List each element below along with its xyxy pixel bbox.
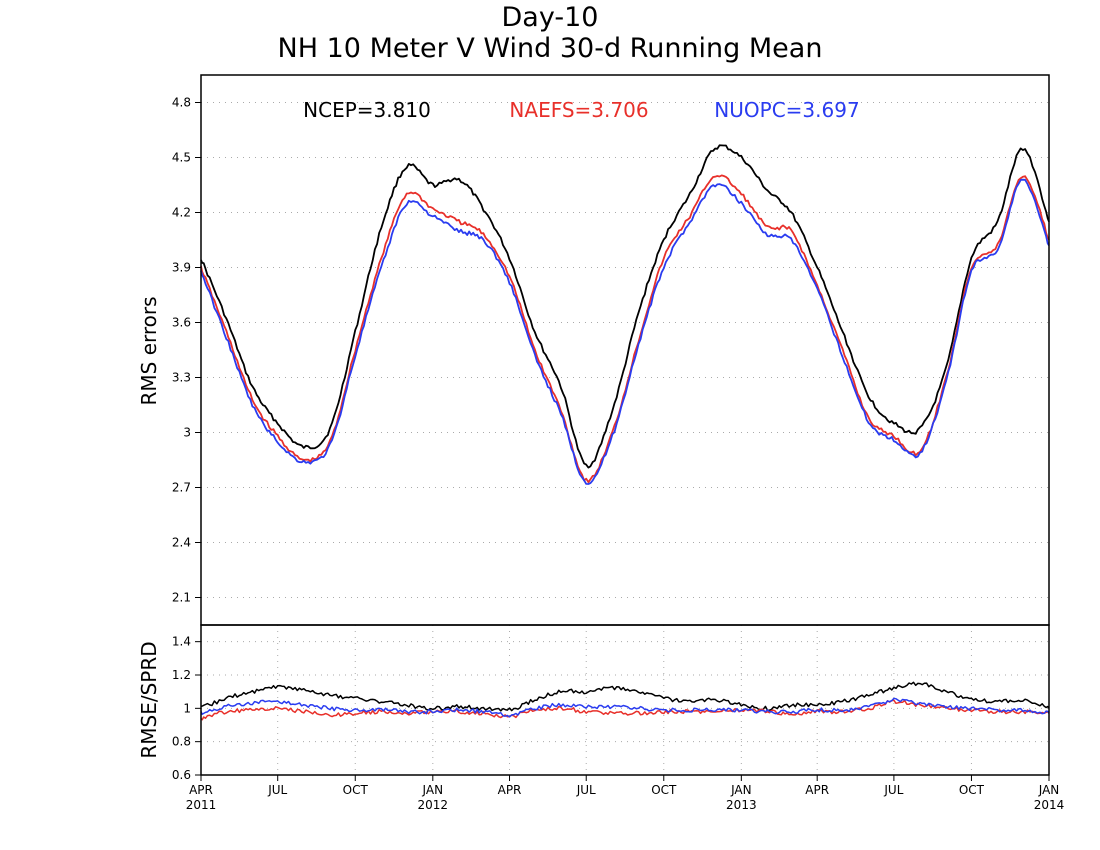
x-tick-year-label: 2013 bbox=[726, 798, 757, 812]
x-tick-label: JUL bbox=[267, 783, 287, 797]
bottom-series-line-naefs bbox=[200, 699, 1050, 721]
top-y-tick-label: 3.6 bbox=[172, 316, 191, 330]
top-panel-grid bbox=[201, 102, 1049, 598]
x-tick-label: APR bbox=[189, 783, 213, 797]
stat-label-naefs: NAEFS=3.706 bbox=[509, 98, 648, 122]
top-y-tick-label: 2.4 bbox=[172, 536, 191, 550]
x-tick-label: JAN bbox=[730, 783, 752, 797]
bottom-y-tick-label: 0.6 bbox=[172, 768, 191, 782]
x-tick-year-label: 2014 bbox=[1034, 798, 1065, 812]
stat-label-ncep: NCEP=3.810 bbox=[303, 98, 431, 122]
chart-title-line-1: Day-10 bbox=[501, 2, 599, 33]
chart-title-line-2: NH 10 Meter V Wind 30-d Running Mean bbox=[277, 33, 823, 64]
top-series-line-ncep bbox=[200, 144, 1050, 469]
stats-legend: NCEP=3.810 NAEFS=3.706 NUOPC=3.697 bbox=[303, 98, 860, 122]
top-panel-y-ticks: 2.1 2.4 2.7 3 3.3 3.6 3.9 4.2 4.5 4.8 bbox=[172, 96, 201, 605]
top-y-tick-label: 3.9 bbox=[172, 261, 191, 275]
x-tick-label: OCT bbox=[343, 783, 369, 797]
top-y-axis-label: RMS errors bbox=[137, 296, 161, 405]
top-y-tick-label: 4.5 bbox=[172, 151, 191, 165]
bottom-y-tick-label: 1.2 bbox=[172, 668, 191, 682]
x-tick-label: JUL bbox=[883, 783, 903, 797]
x-tick-label: OCT bbox=[651, 783, 677, 797]
x-tick-year-label: 2011 bbox=[186, 798, 217, 812]
bottom-panel-frame bbox=[200, 624, 1050, 776]
top-y-tick-label: 4.2 bbox=[172, 206, 191, 220]
x-tick-label: APR bbox=[498, 783, 522, 797]
bottom-series-line-nuopc bbox=[200, 697, 1050, 718]
x-tick-year-label: 2012 bbox=[418, 798, 449, 812]
x-tick-label: JAN bbox=[1038, 783, 1060, 797]
top-y-tick-label: 3 bbox=[183, 426, 191, 440]
top-series-line-nuopc bbox=[200, 178, 1050, 485]
x-tick-label: JUL bbox=[576, 783, 596, 797]
bottom-panel-grid bbox=[201, 625, 1049, 775]
top-series-line-naefs bbox=[200, 174, 1050, 484]
bottom-y-tick-label: 1.4 bbox=[172, 635, 191, 649]
top-y-tick-label: 2.7 bbox=[172, 481, 191, 495]
top-panel-series bbox=[200, 144, 1050, 485]
top-y-tick-label: 3.3 bbox=[172, 371, 191, 385]
panel-frames bbox=[200, 74, 1050, 776]
bottom-series-line-ncep bbox=[200, 681, 1050, 712]
bottom-panel-series bbox=[200, 681, 1050, 721]
stat-label-nuopc: NUOPC=3.697 bbox=[714, 98, 859, 122]
x-tick-label: APR bbox=[805, 783, 829, 797]
bottom-y-tick-label: 1 bbox=[183, 701, 191, 715]
x-tick-label: OCT bbox=[959, 783, 985, 797]
top-y-tick-label: 2.1 bbox=[172, 591, 191, 605]
top-y-tick-label: 4.8 bbox=[172, 96, 191, 110]
bottom-y-tick-label: 0.8 bbox=[172, 735, 191, 749]
x-tick-label: JAN bbox=[422, 783, 444, 797]
bottom-panel-y-ticks: 0.6 0.8 1 1.2 1.4 bbox=[172, 635, 201, 782]
bottom-y-axis-label: RMSE/SPRD bbox=[137, 641, 161, 758]
